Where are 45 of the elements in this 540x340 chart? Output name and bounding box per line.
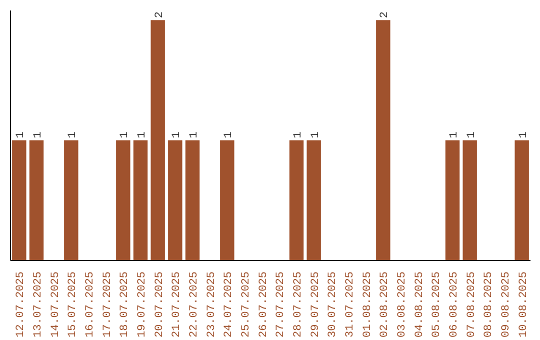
x-tick-label: 03.08.2025 (396, 271, 408, 338)
x-tick-label: 13.07.2025 (32, 271, 44, 338)
x-tick-label: 29.07.2025 (310, 271, 322, 338)
data-label: 2 (154, 12, 166, 18)
x-tick-label: 20.07.2025 (154, 271, 166, 338)
data-label: 1 (292, 131, 304, 138)
x-tick-label: 24.07.2025 (223, 271, 236, 338)
x-tick-label: 22.07.2025 (188, 271, 200, 338)
x-tick-label: 15.07.2025 (67, 271, 80, 338)
x-tick-label: 30.07.2025 (327, 271, 340, 338)
x-tick-label: 31.07.2025 (344, 271, 356, 338)
x-tick-label: 04.08.2025 (414, 271, 426, 338)
x-tick-label: 05.08.2025 (431, 271, 444, 338)
x-tick-label: 19.07.2025 (136, 271, 148, 338)
x-tick-label: 09.08.2025 (500, 271, 512, 338)
data-label: 1 (119, 131, 132, 138)
data-label: 1 (223, 131, 236, 138)
data-label: 1 (466, 131, 478, 138)
x-tick-label: 18.07.2025 (119, 271, 132, 338)
data-label: 1 (188, 131, 200, 138)
x-tick-label: 06.08.2025 (448, 271, 460, 338)
x-tick-label: 17.07.2025 (102, 271, 114, 338)
x-tick-label: 10.08.2025 (518, 271, 530, 338)
data-label: 1 (136, 131, 148, 138)
x-tick-label: 28.07.2025 (292, 271, 304, 338)
x-tick-label: 21.07.2025 (171, 271, 184, 338)
x-tick-label: 02.08.2025 (379, 271, 392, 338)
x-tick-label: 14.07.2025 (50, 271, 62, 338)
x-tick-label: 25.07.2025 (240, 271, 252, 338)
data-label: 1 (171, 131, 184, 138)
x-tick-label: 07.08.2025 (466, 271, 478, 338)
x-tick-label: 16.07.2025 (84, 271, 96, 338)
x-tick-label: 12.07.2025 (15, 271, 28, 338)
x-tick-label: 08.08.2025 (483, 271, 496, 338)
data-label: 2 (379, 12, 392, 18)
x-tick-label: 27.07.2025 (275, 271, 288, 338)
data-label: 1 (67, 131, 80, 138)
x-tick-label: 26.07.2025 (258, 271, 270, 338)
x-tick-label: 01.08.2025 (362, 271, 374, 338)
data-label: 1 (518, 131, 530, 138)
data-label: 1 (32, 131, 44, 138)
x-tick-label: 23.07.2025 (206, 271, 218, 338)
data-label: 1 (15, 131, 28, 138)
data-label: 1 (448, 131, 460, 138)
data-label: 1 (310, 131, 322, 138)
